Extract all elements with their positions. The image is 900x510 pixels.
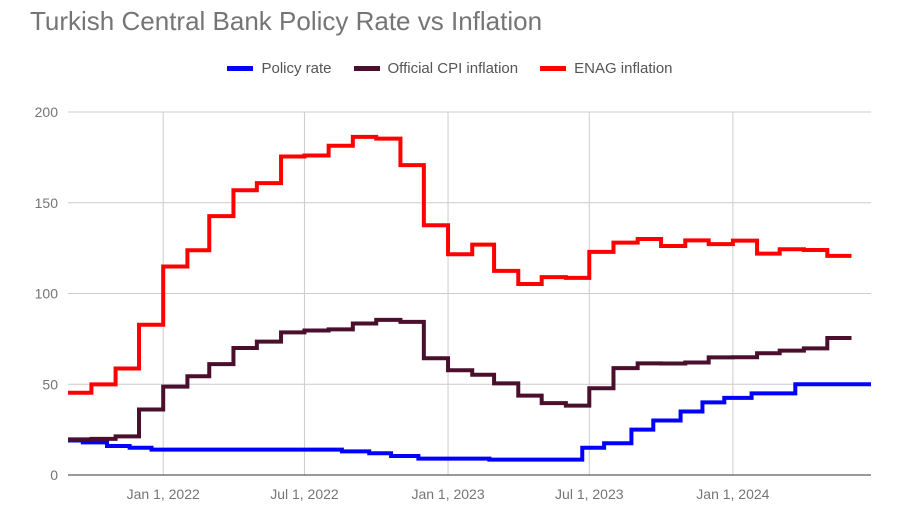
x-tick-label: Jul 1, 2023	[555, 486, 624, 502]
x-tick-label: Jan 1, 2024	[696, 486, 769, 502]
legend-swatch	[540, 66, 567, 71]
legend-swatch	[227, 66, 254, 71]
legend-item-official-cpi[interactable]: Official CPI inflation	[353, 60, 519, 77]
y-tick-label: 0	[50, 467, 58, 483]
chart-title: Turkish Central Bank Policy Rate vs Infl…	[30, 6, 543, 36]
legend-item-enag[interactable]: ENAG inflation	[540, 60, 673, 77]
legend-label: Policy rate	[261, 60, 332, 77]
y-tick-label: 100	[35, 286, 59, 302]
series-line-official-cpi-inflation	[68, 317, 852, 442]
x-tick-label: Jan 1, 2023	[411, 486, 484, 502]
legend-label: Official CPI inflation	[387, 60, 519, 77]
y-tick-label: 50	[42, 376, 58, 392]
x-tick-label: Jul 1, 2022	[270, 486, 339, 502]
y-tick-label: 200	[35, 104, 59, 120]
y-tick-label: 150	[35, 195, 59, 211]
x-tick-label: Jan 1, 2022	[127, 486, 200, 502]
series-line-enag-inflation	[68, 134, 852, 395]
legend-swatch	[353, 66, 380, 71]
legend: Policy rate Official CPI inflation ENAG …	[0, 60, 900, 77]
legend-label: ENAG inflation	[574, 60, 673, 77]
legend-item-policy-rate[interactable]: Policy rate	[227, 60, 332, 77]
series-line-policy-rate	[68, 382, 871, 462]
